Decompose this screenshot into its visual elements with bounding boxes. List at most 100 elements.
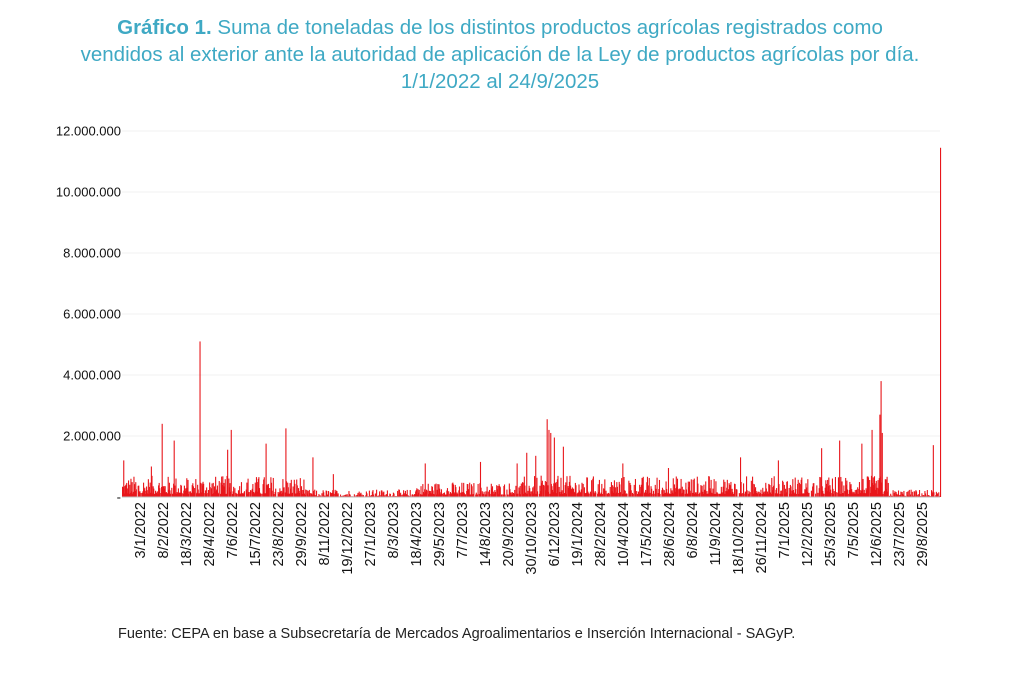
bar [393, 493, 395, 497]
bar [404, 490, 406, 497]
bar [779, 493, 781, 497]
bar [185, 488, 187, 497]
bar [312, 457, 314, 497]
bar [511, 494, 513, 497]
bar [416, 488, 418, 497]
bar [198, 493, 200, 497]
bar [744, 491, 746, 497]
bar [877, 480, 879, 497]
bar [729, 485, 731, 497]
bar [658, 479, 661, 497]
bar [907, 491, 909, 497]
bar [748, 490, 750, 497]
bar [624, 490, 626, 497]
bar [284, 492, 286, 497]
bar [512, 494, 514, 497]
bar [357, 492, 359, 497]
bar [414, 494, 416, 497]
bar [535, 455, 537, 497]
bar [895, 491, 897, 497]
x-tick-label: 7/5/2025 [846, 502, 862, 558]
bar [454, 484, 456, 497]
bar [299, 492, 301, 497]
bar [876, 487, 878, 497]
bar [555, 481, 557, 497]
bar [347, 495, 349, 497]
bar [756, 492, 758, 497]
bar [709, 488, 711, 497]
bar [278, 492, 280, 497]
bar [591, 480, 593, 497]
bar [130, 478, 132, 497]
bar [792, 479, 794, 497]
bar [436, 494, 438, 497]
bar [681, 486, 683, 497]
bar [302, 490, 304, 497]
bar [821, 486, 823, 497]
bar [683, 489, 685, 497]
bar [708, 476, 710, 497]
bar [727, 489, 730, 497]
bar [703, 489, 706, 497]
bar [349, 494, 351, 497]
bar [588, 493, 590, 497]
bar [884, 479, 886, 497]
bar [607, 493, 609, 497]
bar [557, 475, 559, 497]
bar [625, 493, 627, 497]
bar [377, 495, 379, 497]
bar [200, 492, 202, 497]
bar [647, 493, 649, 497]
bar [499, 486, 501, 497]
bar [229, 483, 231, 497]
bar [842, 492, 844, 497]
bar [174, 485, 176, 497]
bar [740, 481, 742, 497]
bar [802, 493, 804, 497]
bar [503, 484, 506, 497]
bar [687, 481, 689, 497]
bar [561, 492, 563, 497]
bar [445, 494, 447, 497]
bar [669, 493, 671, 497]
bar [719, 493, 721, 497]
bar [551, 486, 553, 497]
bar [349, 494, 351, 497]
bar [852, 491, 854, 497]
title-text-1: Suma de toneladas de los distintos produ… [217, 16, 883, 39]
bar [882, 493, 884, 497]
bar [493, 493, 495, 497]
bar [723, 479, 725, 497]
bar [883, 491, 885, 497]
bar [633, 493, 635, 497]
bar [397, 490, 399, 497]
bar [634, 478, 636, 497]
bar [424, 489, 426, 497]
bar [446, 488, 449, 497]
bar [930, 490, 933, 497]
bar [239, 493, 241, 497]
bar [824, 487, 826, 497]
y-tick-label: 6.000.000 [63, 307, 121, 322]
bar [417, 489, 419, 497]
bar [240, 493, 242, 497]
title-line-1: Gráfico 1. Suma de toneladas de los dist… [0, 14, 1000, 41]
bar [153, 493, 155, 497]
bar [855, 489, 858, 497]
bar [612, 485, 614, 497]
bar [766, 493, 768, 497]
bar [544, 481, 546, 497]
bar [489, 493, 491, 497]
bar [794, 477, 796, 497]
x-tick-label: 25/3/2025 [823, 502, 839, 567]
bar [770, 492, 772, 497]
bar [518, 487, 520, 497]
x-tick-label: 6/8/2024 [685, 502, 701, 558]
bar [321, 493, 323, 497]
bar [452, 484, 455, 497]
bar [458, 490, 460, 497]
bar [645, 492, 647, 497]
bar [355, 495, 357, 497]
y-tick-label: - [117, 490, 121, 505]
bar [140, 493, 142, 497]
